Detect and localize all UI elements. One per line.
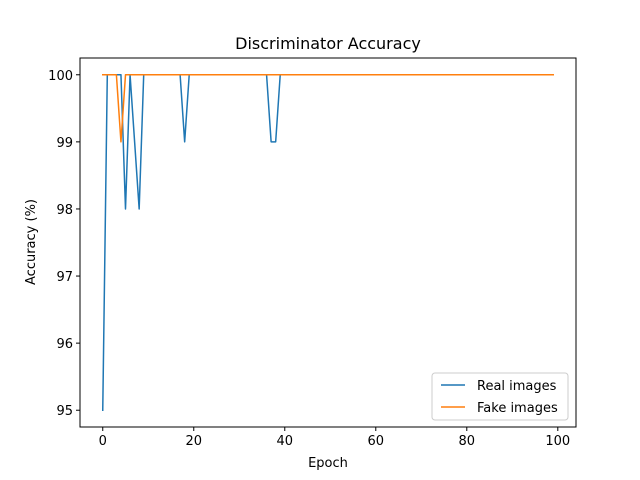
series-line-fake-images: [102, 74, 554, 143]
y-tick-label: 100: [48, 69, 73, 84]
series-layer: [101, 74, 554, 411]
legend: Real images Fake images: [431, 372, 569, 421]
x-tick-label: 80: [459, 434, 476, 449]
y-tick-label: 98: [56, 203, 73, 218]
x-tick-label: 20: [185, 434, 202, 449]
y-tick-label: 97: [56, 270, 73, 285]
y-tick-label: 96: [56, 337, 73, 352]
y-axis-label: Accuracy (%): [24, 199, 39, 285]
plot-frame: [79, 57, 577, 428]
legend-box: [431, 372, 569, 421]
x-tick-label: 60: [368, 434, 385, 449]
legend-label-real-images: Real images: [477, 379, 557, 394]
x-tick-label: 100: [545, 434, 570, 449]
x-tick-label: 40: [276, 434, 293, 449]
y-axis-ticks: 95 96 97 98 99 100: [48, 69, 80, 419]
chart-title: Discriminator Accuracy: [235, 34, 421, 53]
x-tick-label: 0: [99, 434, 107, 449]
y-tick-label: 99: [56, 136, 73, 151]
y-tick-label: 95: [56, 404, 73, 419]
x-axis-label: Epoch: [308, 456, 348, 471]
legend-label-fake-images: Fake images: [477, 401, 558, 416]
x-axis-ticks: 0 20 40 60 80 100: [99, 427, 570, 449]
